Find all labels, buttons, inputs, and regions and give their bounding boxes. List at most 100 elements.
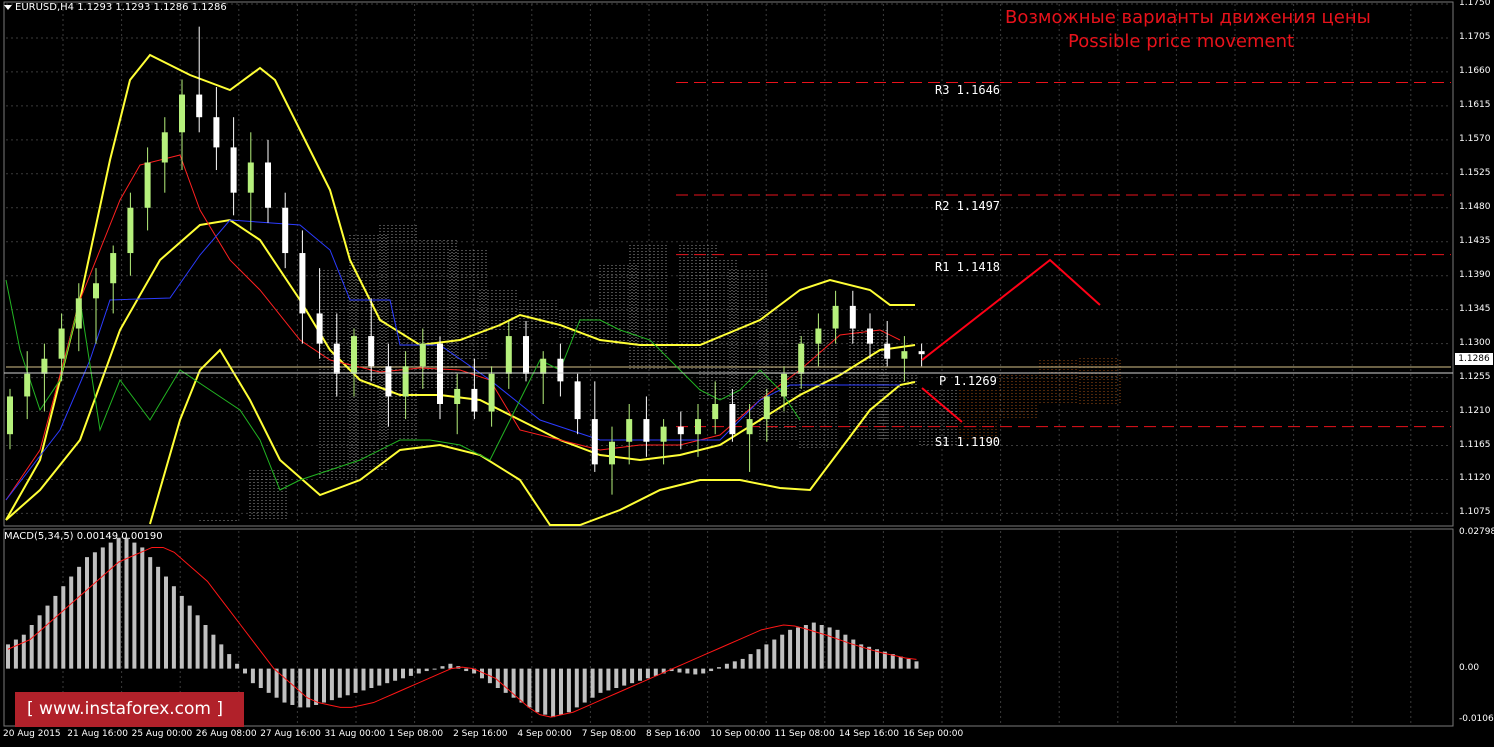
scenario-arrows bbox=[921, 258, 1101, 423]
time-tick-label: 10 Sep 00:00 bbox=[710, 729, 771, 739]
macd-bar bbox=[298, 668, 303, 708]
time-tick-label: 26 Aug 08:00 bbox=[195, 729, 257, 739]
macd-bar bbox=[29, 624, 34, 669]
macd-bar bbox=[329, 668, 334, 701]
macd-bar bbox=[796, 627, 800, 669]
price-tick-label: 1.1120 bbox=[1459, 473, 1491, 484]
candle-body bbox=[7, 396, 13, 435]
price-tick-label: 1.1210 bbox=[1459, 405, 1491, 416]
macd-bar bbox=[266, 668, 271, 693]
macd-tick-label: 0.00 bbox=[1459, 662, 1480, 673]
dropdown-triangle-icon[interactable] bbox=[4, 4, 12, 10]
macd-bar bbox=[756, 649, 761, 669]
candle-body bbox=[333, 343, 340, 374]
symbol-ohlc-label: EURUSD,H4 1.1293 1.1293 1.1286 1.1286 bbox=[4, 2, 227, 13]
macd-bar bbox=[69, 576, 74, 669]
price-tick-label: 1.1390 bbox=[1459, 269, 1491, 280]
macd-bar bbox=[345, 668, 350, 696]
candle-body bbox=[265, 162, 271, 208]
macd-bar bbox=[440, 666, 445, 669]
candle-body bbox=[161, 132, 168, 163]
macd-bar bbox=[551, 668, 556, 718]
macd-bar bbox=[37, 615, 42, 669]
instaforex-logo: [ www.instaforex.com ] bbox=[15, 692, 244, 727]
macd-bar bbox=[369, 668, 374, 689]
macd-bar bbox=[732, 661, 737, 669]
candle-body bbox=[677, 426, 684, 435]
macd-bar bbox=[811, 622, 816, 669]
candle-body bbox=[419, 343, 426, 367]
candle-body bbox=[763, 396, 770, 420]
macd-bar bbox=[464, 668, 469, 672]
time-tick-label: 16 Sep 00:00 bbox=[903, 729, 964, 739]
grid-lines bbox=[6, 3, 1451, 724]
candle-body bbox=[712, 404, 719, 420]
macd-bar bbox=[77, 566, 82, 669]
title-english: Possible price movement bbox=[1068, 31, 1295, 52]
candle-body bbox=[282, 207, 289, 254]
macd-bar bbox=[803, 624, 808, 669]
macd-bar bbox=[156, 566, 161, 669]
macd-bar bbox=[519, 668, 524, 703]
macd-bar bbox=[227, 654, 232, 669]
macd-bar bbox=[685, 668, 690, 674]
macd-bar bbox=[337, 668, 342, 698]
bollinger-upper bbox=[5, 53, 915, 521]
time-tick-label: 11 Sep 08:00 bbox=[774, 729, 835, 739]
candle-body bbox=[798, 343, 805, 374]
candle-body bbox=[110, 253, 117, 284]
macd-bar bbox=[164, 576, 168, 669]
macd-bar bbox=[764, 644, 769, 669]
candle-body bbox=[454, 388, 461, 404]
macd-bar bbox=[132, 542, 137, 669]
level-label-r1: R1 1.1418 bbox=[935, 260, 1001, 274]
macd-bar bbox=[503, 668, 508, 693]
time-tick-label: 8 Sep 16:00 bbox=[646, 729, 701, 739]
macd-bar bbox=[827, 627, 832, 669]
macd-bar bbox=[401, 668, 405, 679]
macd-bar bbox=[906, 658, 911, 669]
macd-bar bbox=[195, 615, 200, 669]
macd-bar bbox=[677, 668, 682, 673]
macd-bar bbox=[385, 668, 390, 684]
price-tick-label: 1.1750 bbox=[1459, 0, 1491, 8]
candle-body bbox=[316, 313, 323, 344]
candle-body bbox=[540, 358, 547, 374]
macd-bar bbox=[606, 668, 611, 691]
macd-bar bbox=[282, 668, 287, 703]
macd-bar bbox=[724, 663, 729, 669]
candle-body bbox=[643, 419, 650, 442]
macd-bar bbox=[788, 629, 793, 669]
time-tick-label: 21 Aug 16:00 bbox=[67, 729, 128, 739]
macd-bar bbox=[543, 668, 548, 715]
macd-tick-label: 0.02798 bbox=[1459, 527, 1494, 537]
price-tick-label: 1.1525 bbox=[1459, 167, 1491, 178]
price-tick-label: 1.1165 bbox=[1459, 439, 1491, 450]
macd-bar bbox=[843, 634, 848, 669]
candle-body bbox=[488, 373, 495, 412]
time-tick-label: 1 Sep 08:00 bbox=[388, 729, 444, 739]
macd-bar bbox=[432, 668, 437, 670]
bollinger-lower bbox=[149, 348, 916, 526]
macd-bar bbox=[859, 644, 864, 669]
candle-body bbox=[695, 419, 701, 435]
macd-bar bbox=[377, 668, 382, 686]
price-tick-label: 1.1660 bbox=[1459, 65, 1491, 76]
macd-bar bbox=[448, 663, 453, 669]
macd-bar bbox=[709, 668, 714, 672]
macd-bar bbox=[361, 668, 366, 691]
macd-bar bbox=[219, 644, 224, 669]
price-tick-label: 1.1435 bbox=[1459, 235, 1491, 246]
macd-bar bbox=[53, 595, 58, 669]
macd-bar bbox=[314, 668, 319, 705]
ichimoku-cloud bbox=[199, 225, 1121, 522]
candle-body bbox=[729, 404, 736, 435]
candle-body bbox=[781, 373, 787, 397]
macd-bar bbox=[590, 668, 595, 698]
macd-bar bbox=[622, 668, 627, 686]
macd-bar bbox=[645, 668, 650, 679]
time-tick-label: 14 Sep 16:00 bbox=[838, 729, 899, 739]
macd-bar bbox=[250, 668, 255, 684]
